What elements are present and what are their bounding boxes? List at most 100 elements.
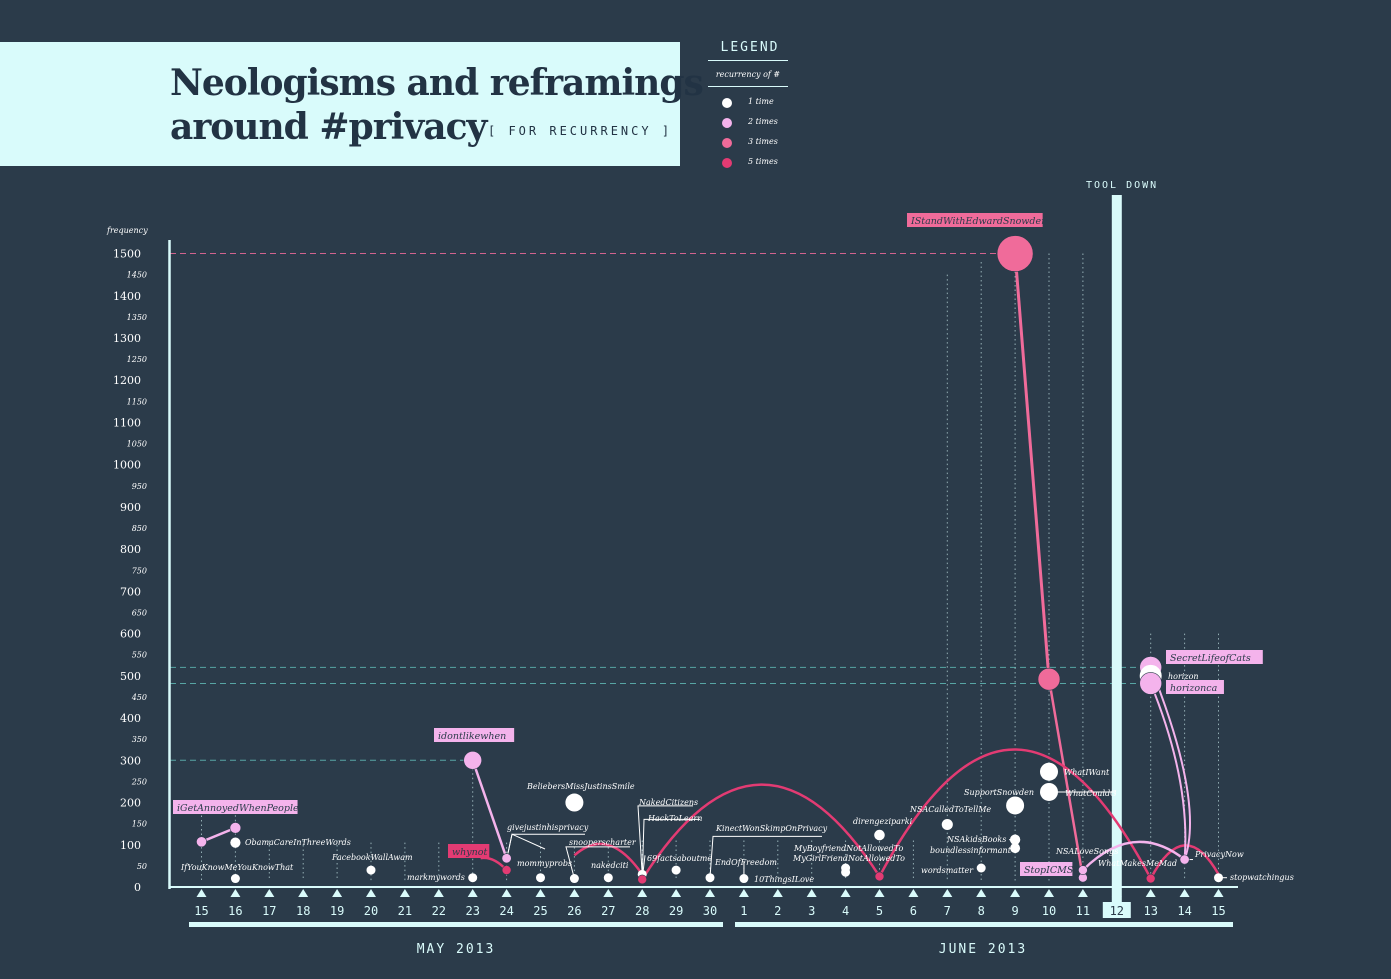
x-tick-label: 23 <box>465 904 479 918</box>
legend-label: 1 time <box>748 97 774 106</box>
point-label: direngeziparki <box>853 817 913 826</box>
recurrence-arc <box>573 842 644 876</box>
y-tick-minor: 950 <box>132 482 147 491</box>
x-tick-label: 30 <box>703 904 717 918</box>
badge-label-bg <box>1166 650 1263 664</box>
y-tick-minor: 1050 <box>127 440 147 449</box>
badge-label: SecretLifeofCats <box>1170 653 1251 664</box>
point-label: givejustinhisprivacy <box>507 823 589 832</box>
x-tick-label: 28 <box>635 904 649 918</box>
x-tick-label: 3 <box>808 904 815 918</box>
badge-label: StopICMS <box>1024 865 1074 876</box>
point-label: MyGirlFriendNotAllowedTo <box>792 854 905 863</box>
y-tick-major: 600 <box>120 628 141 641</box>
y-tick-minor: 1450 <box>127 271 147 280</box>
legend-rule-top <box>708 60 788 61</box>
data-point <box>536 873 545 883</box>
badge-label-bg <box>1166 680 1224 694</box>
legend-dot-5-times <box>722 158 732 168</box>
month-label-may: MAY 2013 <box>417 942 496 957</box>
x-tick-marker <box>772 889 783 897</box>
y-tick-major: 1000 <box>113 459 141 472</box>
data-point <box>1145 873 1156 884</box>
point-label: KinectWonSkimpOnPrivacy <box>715 824 828 833</box>
badge-label-bg <box>1020 862 1073 876</box>
y-tick-major: 1500 <box>113 248 141 261</box>
x-tick-marker <box>569 889 580 897</box>
x-tick-label: 21 <box>398 904 412 918</box>
month-bar-may <box>189 922 723 927</box>
recurrence-arc <box>1082 840 1186 871</box>
point-label: horizon <box>1168 672 1199 681</box>
data-point <box>603 873 613 883</box>
y-tick-minor: 350 <box>132 735 147 744</box>
x-tick-marker <box>1213 889 1224 897</box>
x-tick-marker <box>1044 889 1054 897</box>
x-tick-marker <box>230 889 241 897</box>
title-panel <box>0 42 680 166</box>
data-point <box>1006 796 1025 815</box>
point-label: PrivacyNow <box>1194 850 1244 859</box>
x-tick-marker <box>976 889 987 897</box>
legend-dot-3-times <box>722 138 732 148</box>
chart-title-line-1: Neologisms and reframings <box>170 62 704 104</box>
point-label: IfYouKnowMeYouKnowThat <box>180 863 294 872</box>
recurrence-connector <box>1047 679 1085 878</box>
chart-title-line-2: around #privacy <box>170 106 487 148</box>
badge-label-bg <box>173 800 298 814</box>
y-tick-major: 400 <box>120 712 141 725</box>
point-label: WhatCouldG <box>1065 789 1117 798</box>
legend-label: 2 times <box>748 117 778 126</box>
x-tick-marker <box>196 889 207 897</box>
badge-label-bg <box>448 844 490 858</box>
y-tick-major: 200 <box>120 797 141 810</box>
y-tick-major: 500 <box>120 670 141 683</box>
y-tick-minor: 1250 <box>127 355 147 364</box>
data-point <box>463 751 483 770</box>
legend-subtitle: recurrency of # <box>715 70 781 79</box>
data-point <box>841 863 851 873</box>
x-tick-label: 1 <box>740 904 747 918</box>
point-label: HackToLearn <box>647 814 702 823</box>
x-tick-label: 27 <box>601 904 615 918</box>
data-point <box>1037 667 1061 691</box>
point-label: WhatMakesMeMad <box>1098 859 1177 868</box>
y-tick-major: 100 <box>120 839 141 852</box>
y-tick-major: 1400 <box>113 290 141 303</box>
y-tick-minor: 850 <box>132 524 147 533</box>
data-point <box>468 873 478 883</box>
legend-label: 3 times <box>748 137 778 146</box>
y-tick-minor: 550 <box>132 651 147 660</box>
data-point <box>874 829 885 841</box>
x-tick-label: 17 <box>262 904 276 918</box>
badge-label: iGetAnnoyedWhenPeople <box>177 803 299 814</box>
point-label: BeliebersMissJustinsSmile <box>526 782 635 791</box>
recurrence-arc <box>878 748 1152 880</box>
legend-dot-2-times <box>722 118 732 128</box>
data-point <box>1214 873 1223 883</box>
month-bar-june <box>735 922 1233 927</box>
data-point <box>1139 672 1162 695</box>
recurrence-arc <box>1149 683 1187 860</box>
x-tick-marker <box>1010 889 1021 897</box>
point-label: MyBoyfriendNotAllowedTo <box>793 844 903 853</box>
recurrence-connector <box>201 826 236 843</box>
y-tick-minor: 650 <box>132 609 147 618</box>
y-tick-minor: 150 <box>132 820 147 829</box>
x-tick-label: 25 <box>533 904 547 918</box>
x-tick-label: 24 <box>499 904 513 918</box>
x-tick-label: 4 <box>842 904 849 918</box>
x-tick-label: 11 <box>1076 904 1090 918</box>
legend-dot-1-time <box>722 98 732 108</box>
x-tick-marker <box>1145 889 1156 897</box>
badge-label: idontlikewhen <box>438 731 506 742</box>
data-point <box>1040 782 1058 801</box>
x-tick-marker <box>840 889 851 897</box>
point-label: snooperscharter <box>569 838 637 847</box>
data-point <box>739 874 749 884</box>
x-tick-label: 13 <box>1143 904 1157 918</box>
data-point <box>501 865 512 875</box>
data-point <box>1009 834 1021 845</box>
label-pointer <box>506 833 546 860</box>
x-tick-label: 29 <box>669 904 683 918</box>
